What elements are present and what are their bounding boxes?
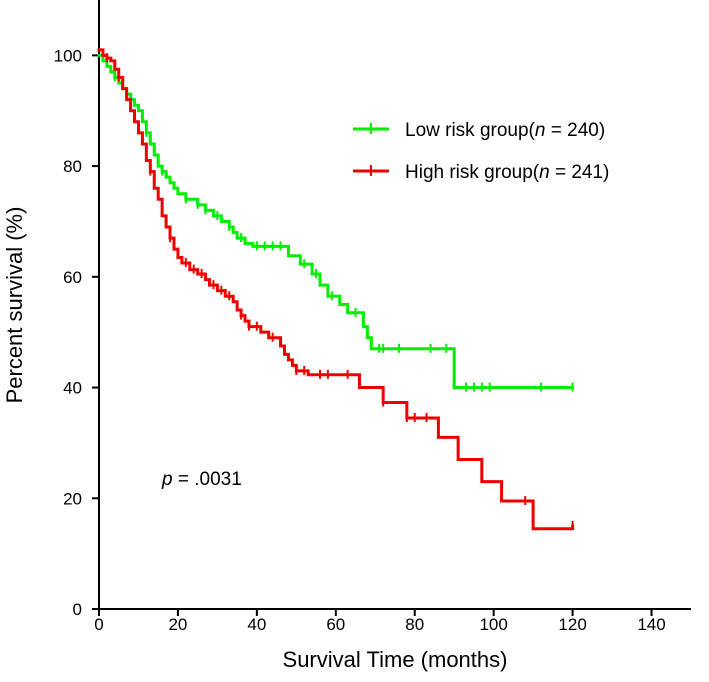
- p-value-annotation: p = .0031: [161, 469, 242, 490]
- x-tick-label: 20: [168, 615, 187, 634]
- y-tick-label: 0: [73, 600, 82, 619]
- x-axis-title: Survival Time (months): [283, 647, 508, 672]
- x-tick-label: 80: [405, 615, 424, 634]
- p-symbol: p: [161, 469, 173, 490]
- y-tick-label: 80: [63, 157, 82, 176]
- high-risk-survival-line: [97, 48, 575, 531]
- x-tick-label: 60: [326, 615, 345, 634]
- low-risk-legend-text: Low risk group(n = 240): [405, 120, 605, 141]
- p-value-text: = .0031: [173, 469, 242, 490]
- chart-legend: Low risk group(n = 240)High risk group(n…: [353, 120, 609, 183]
- legend-n-symbol: n: [535, 120, 546, 141]
- low-risk-series: [97, 53, 575, 392]
- x-tick-label: 0: [94, 615, 103, 634]
- low-risk-survival-line: [97, 53, 575, 390]
- y-tick-label: 60: [63, 268, 82, 287]
- chart-labels: p = .0031 Survival Time (months) Percent s…: [2, 207, 507, 672]
- x-tick-label: 100: [479, 615, 507, 634]
- x-tick-label: 140: [637, 615, 665, 634]
- legend-prefix: Low risk group(: [405, 120, 536, 141]
- x-tick-label: 40: [247, 615, 266, 634]
- chart-series-layer: [97, 48, 575, 531]
- high-risk-series: [97, 48, 575, 531]
- high-risk-legend-text: High risk group(n = 241): [405, 162, 609, 183]
- y-axis-title: Percent survival (%): [2, 207, 27, 404]
- y-tick-label: 40: [63, 379, 82, 398]
- legend-n-symbol: n: [539, 162, 550, 183]
- x-tick-label: 120: [558, 615, 586, 634]
- legend-count: = 240): [545, 120, 605, 141]
- legend-count: = 241): [550, 162, 610, 183]
- legend-prefix: High risk group(: [405, 162, 540, 183]
- y-tick-label: 20: [63, 489, 82, 508]
- y-tick-label: 100: [54, 46, 82, 65]
- chart-axes: 0 20 40 60 80 100 120 140 0 20 40 60 80 100: [54, 0, 691, 634]
